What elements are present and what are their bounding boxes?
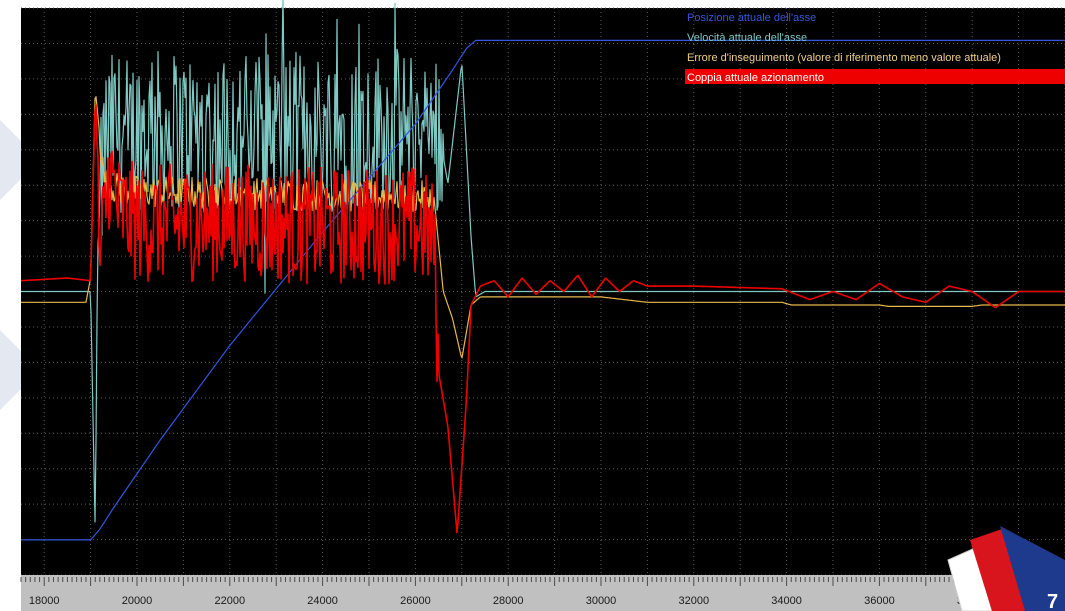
background-chevron bbox=[0, 330, 40, 410]
series-layer bbox=[20, 0, 1065, 541]
x-tick-label: 36000 bbox=[864, 595, 895, 607]
legend-entry-following-error: Errore d'inseguimento (valore di riferim… bbox=[687, 52, 1001, 64]
series-line-1 bbox=[21, 0, 1065, 523]
legend-highlight bbox=[685, 69, 1065, 84]
grid bbox=[21, 7, 1065, 576]
x-tick-label: 30000 bbox=[586, 595, 617, 607]
plot-panel: Posizione attuale dell'asse Velocità att… bbox=[20, 0, 1065, 576]
legend-entry-velocity: Velocità attuale dell'asse bbox=[687, 32, 807, 44]
x-tick-label: 28000 bbox=[493, 595, 524, 607]
x-tick-label: 22000 bbox=[215, 595, 246, 607]
x-tick-label: 34000 bbox=[771, 595, 802, 607]
legend-entry-position: Posizione attuale dell'asse bbox=[687, 12, 816, 24]
x-tick-label: 32000 bbox=[679, 595, 710, 607]
series-line-2 bbox=[21, 96, 1065, 359]
x-tick-label: 24000 bbox=[307, 595, 338, 607]
legend: Posizione attuale dell'asse Velocità att… bbox=[685, 12, 1065, 84]
series-line-3 bbox=[20, 104, 1065, 534]
x-tick-label: 20000 bbox=[122, 595, 153, 607]
x-axis-strip bbox=[21, 575, 1065, 611]
x-tick-label: 26000 bbox=[400, 595, 431, 607]
x-axis: 18000 20000 22000 24000 26000 28000 30000 32000… bbox=[20, 575, 1065, 611]
x-minor-ticks bbox=[20, 577, 1065, 586]
x-tick-label: 18000 bbox=[29, 595, 60, 607]
corner-stripe-white bbox=[947, 547, 993, 611]
page-number: 7 bbox=[1047, 591, 1058, 611]
corner-stripe-red bbox=[970, 528, 1028, 611]
legend-entry-torque: Coppia attuale azionamento bbox=[687, 72, 824, 84]
corner-decoration: 7 bbox=[947, 526, 1065, 611]
corner-stripe-blue bbox=[1000, 526, 1065, 611]
background-chevron bbox=[0, 120, 40, 200]
